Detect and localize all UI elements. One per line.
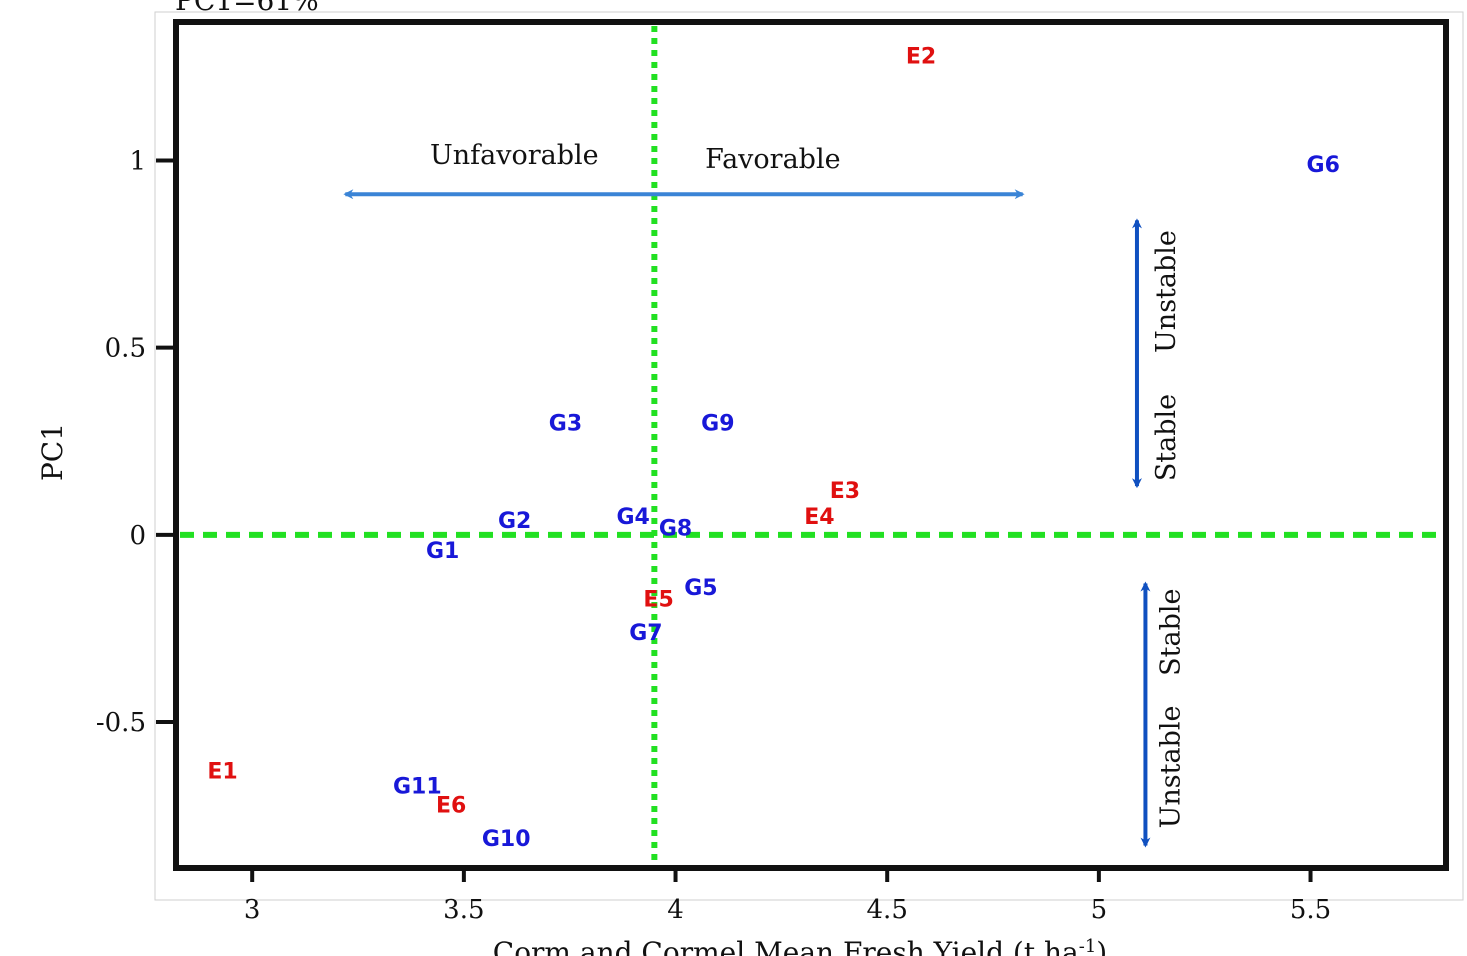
x-tick-label: 3 [244,895,261,925]
annotation-label: Unstable [1151,230,1182,353]
y-tick-label: 0.5 [105,334,146,364]
annotation-label: Favorable [705,144,840,175]
x-tick-label: 4.5 [867,895,908,925]
x-axis-title-main: Corm and Cormel Mean Fresh Yield (t ha [493,936,1079,956]
annotation-label: Stable [1151,394,1182,481]
x-tick-label: 5.5 [1290,895,1331,925]
x-tick-label: 4 [667,895,684,925]
x-axis-title-close: ) [1096,936,1107,956]
y-tick-label: 1 [129,147,146,177]
point-g4: G4 [617,505,650,530]
point-g11: G11 [393,775,442,800]
plot-frame [173,19,1449,871]
x-tick-label: 5 [1091,895,1108,925]
point-g10: G10 [482,827,531,852]
x-axis-title: Corm and Cormel Mean Fresh Yield (t ha-1… [493,936,1107,956]
y-tick-label: -0.5 [96,708,146,738]
point-g1: G1 [426,539,459,564]
point-e1: E1 [207,760,237,785]
point-e2: E2 [906,45,936,70]
annotation-label: Unfavorable [430,140,599,171]
y-axis-title: PC1 [36,423,69,481]
x-tick-label: 3.5 [443,895,484,925]
chart-title: PC1=61% [175,0,319,17]
point-e4: E4 [804,505,834,530]
point-g5: G5 [684,576,717,601]
point-g9: G9 [701,412,734,437]
point-g7: G7 [629,621,662,646]
annotation-label: Unstable [1155,705,1186,828]
point-e6: E6 [436,793,466,818]
x-axis-title-sup: -1 [1079,936,1097,956]
annotation-label: Stable [1155,588,1186,675]
point-g3: G3 [549,412,582,437]
annotations: Unfavorable Favorable Unstable Stable Stable… [430,140,1186,828]
y-tick-label: 0 [129,521,146,551]
direction-arrows [343,189,1151,848]
point-g8: G8 [659,516,692,541]
point-e5: E5 [643,587,673,612]
reference-lines [180,26,1438,864]
point-g6: G6 [1307,153,1340,178]
point-g2: G2 [498,509,531,534]
outer-frame [154,11,1464,901]
axis-ticks: 1 0.5 0 -0.5 3 3.5 4 4.5 5 5.5 [96,147,1331,925]
point-e3: E3 [830,479,860,504]
